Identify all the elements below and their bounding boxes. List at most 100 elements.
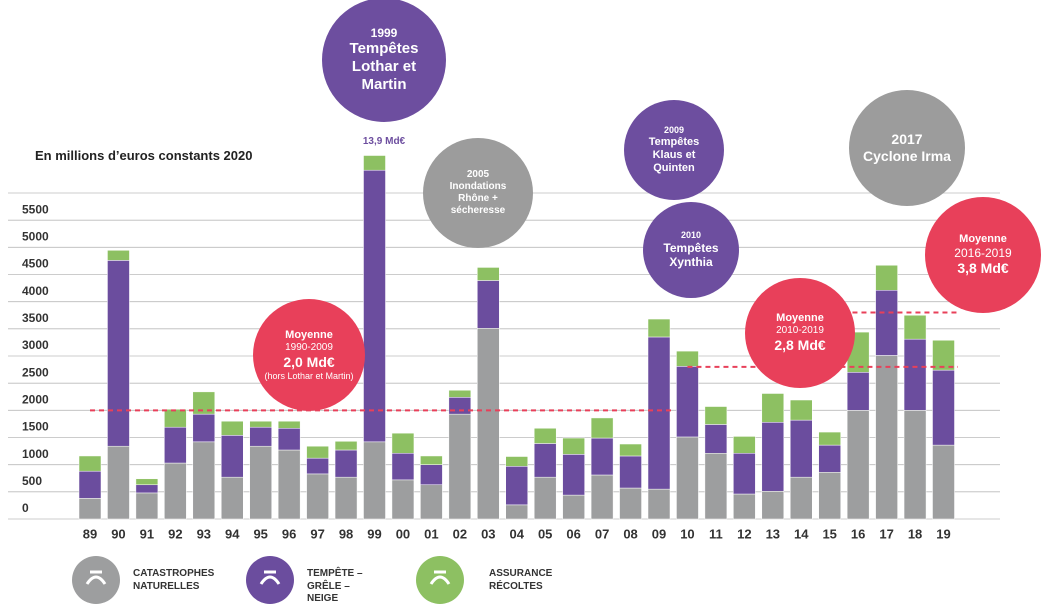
average-bubble: Moyenne 2010-2019 2,8 Md€: [745, 278, 855, 388]
annotation-text: Tempêtes Lothar et Martin: [349, 40, 419, 94]
annotation-year: 1999: [370, 25, 398, 40]
bar-segment: [647, 336, 671, 490]
bar-segment: [846, 372, 870, 411]
x-tick-label: 99: [367, 526, 381, 541]
x-tick-label: 08: [623, 526, 637, 541]
bar-segment: [505, 504, 528, 520]
bar-segment: [249, 420, 272, 428]
bar-segment: [277, 420, 301, 429]
bar-segment: [192, 413, 216, 443]
bar-segment: [192, 391, 216, 415]
x-tick-label: 03: [481, 526, 495, 541]
x-tick-label: 90: [111, 526, 125, 541]
bar-segment: [761, 422, 785, 492]
bar-segment: [875, 290, 898, 356]
bar-segment: [135, 492, 159, 520]
x-tick-label: 17: [879, 526, 893, 541]
bar-segment: [135, 484, 159, 494]
bar-segment: [733, 436, 756, 454]
bar-segment: [448, 413, 472, 520]
legend-icon: [246, 556, 294, 604]
x-tick-label: 92: [168, 526, 182, 541]
x-tick-label: 02: [453, 526, 467, 541]
bar-segment: [334, 449, 358, 478]
bar-segment: [818, 472, 841, 520]
average-title: Moyenne: [285, 328, 333, 341]
bar-segment: [505, 466, 528, 506]
bar-segment: [135, 478, 159, 486]
annotation-year: 2017: [891, 131, 923, 148]
y-tick-label: 0: [22, 501, 29, 515]
bar-segment: [164, 408, 187, 428]
annotation-bubble: 2009 Tempêtes Klaus et Quinten: [624, 100, 724, 200]
bar-segment: [533, 428, 557, 444]
bar-segment: [846, 410, 870, 520]
x-tick-label: 97: [310, 526, 324, 541]
bar-segment: [875, 355, 898, 520]
bar-segment: [306, 445, 329, 459]
x-tick-label: 14: [794, 526, 809, 541]
y-tick-label: 4000: [22, 284, 49, 298]
bar-segment: [221, 435, 244, 478]
legend-label: CATASTROPHES NATURELLES: [133, 568, 215, 592]
bar-segment: [448, 389, 472, 398]
bar-segment: [704, 424, 728, 454]
bar-segment: [107, 260, 130, 447]
average-note: (hors Lothar et Martin): [264, 370, 354, 381]
x-tick-label: 93: [197, 526, 211, 541]
bar-segment: [932, 369, 955, 446]
x-tick-label: 09: [652, 526, 666, 541]
x-tick-label: 98: [339, 526, 353, 541]
average-period: 1990-2009: [285, 341, 333, 353]
average-title: Moyenne: [959, 232, 1007, 245]
bar-segment: [505, 456, 528, 467]
y-tick-label: 1000: [22, 447, 49, 461]
bar-segment: [277, 428, 301, 451]
bar-segment: [761, 393, 785, 423]
y-tick-label: 5500: [22, 202, 49, 216]
y-tick-label: 5000: [22, 230, 49, 244]
x-tick-label: 95: [253, 526, 267, 541]
annotation-text: Tempêtes Xynthia: [663, 241, 719, 270]
bar-segment: [903, 338, 927, 411]
average-label: 3,8 Md€: [957, 260, 1009, 277]
bar-segment: [391, 453, 415, 481]
bar-segment: [790, 419, 813, 478]
y-tick-label: 3500: [22, 311, 49, 325]
bar-segment: [477, 267, 500, 281]
annotation-year: 2005: [466, 169, 490, 180]
bar-segment: [221, 420, 244, 436]
average-period: 2016-2019: [954, 246, 1012, 260]
average-label: 2,8 Md€: [774, 337, 826, 354]
bar-segment: [363, 155, 386, 171]
bar-segment: [562, 494, 585, 520]
bar-segment: [420, 455, 443, 465]
x-tick-label: 89: [83, 526, 97, 541]
x-tick-label: 96: [282, 526, 296, 541]
bar-segment: [733, 493, 756, 520]
bar-segment: [704, 453, 728, 520]
annotation-bubble: 1999 Tempêtes Lothar et Martin: [322, 0, 446, 122]
bar-segment: [334, 441, 358, 451]
bar-segment: [562, 454, 585, 496]
x-tick-label: 13: [766, 526, 780, 541]
bar-segment: [78, 470, 102, 499]
bar-segment: [761, 491, 785, 520]
bar-segment: [391, 479, 415, 520]
x-tick-label: 01: [424, 526, 438, 541]
legend-glyph: [259, 570, 281, 585]
bar-segment: [875, 265, 898, 291]
annotation-text: Inondations Rhône + sécheresse: [449, 181, 507, 216]
bar-segment: [249, 445, 272, 520]
bar-segment: [733, 453, 756, 495]
average-period: 2010-2019: [776, 325, 824, 337]
bar-segment: [647, 318, 671, 338]
x-tick-label: 10: [680, 526, 694, 541]
bar-segment: [306, 473, 329, 520]
legend-label: ASSURANCE RÉCOLTES: [489, 568, 553, 592]
bar-segment: [590, 417, 614, 439]
bar-segment: [78, 455, 102, 472]
y-tick-label: 4500: [22, 257, 49, 271]
